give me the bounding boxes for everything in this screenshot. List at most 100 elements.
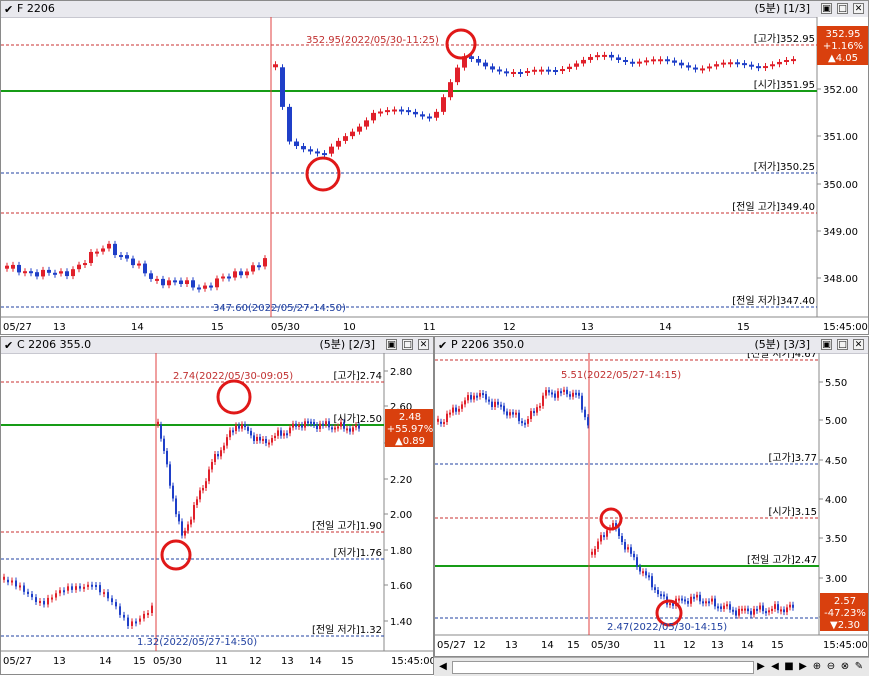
candle [27, 591, 29, 594]
candle [304, 421, 306, 428]
maximize-icon[interactable]: □ [402, 339, 413, 350]
settings-icon[interactable]: ▣ [386, 339, 397, 350]
candle [273, 64, 278, 68]
scroll-left-icon[interactable]: ◀ [439, 661, 447, 672]
candle [350, 131, 355, 137]
candle [203, 285, 207, 289]
settings-icon[interactable]: ▣ [821, 3, 832, 14]
y-tick-label: 3.50 [825, 534, 847, 545]
checkbox-icon[interactable]: ✔ [4, 339, 14, 352]
candle [91, 584, 93, 587]
zoom-reset-icon[interactable]: ⊗ [840, 661, 850, 672]
candle [735, 62, 740, 65]
settings-icon[interactable]: ▣ [821, 339, 832, 350]
candle [602, 54, 607, 57]
candle [301, 146, 306, 150]
tool-icon[interactable]: ✎ [854, 661, 864, 672]
reference-label: [시가]2.50 [334, 413, 382, 425]
candle [627, 547, 629, 550]
candle [115, 602, 117, 607]
candle [467, 395, 469, 401]
candle [720, 606, 722, 609]
y-tick-label: 2.20 [390, 475, 412, 486]
x-tick-label: 15 [737, 322, 750, 333]
candle [515, 412, 517, 415]
candle [448, 82, 453, 98]
candle [167, 280, 171, 286]
candle [238, 425, 240, 429]
candle [184, 530, 186, 536]
candle [11, 580, 13, 583]
put-option-chart[interactable]: 5.51(2022/05/27-14:15) 2.47(2022/05/30-1… [435, 353, 869, 657]
candle [603, 535, 605, 538]
candle [777, 61, 782, 65]
x-tick-label: 11 [215, 656, 228, 667]
candle [581, 59, 586, 64]
call-option-chart[interactable]: 2.74(2022/05/30-09:05) 1.32(2022/05/27-1… [1, 353, 434, 675]
candle [789, 604, 791, 608]
play-forward-icon[interactable]: ▶ [799, 661, 807, 672]
candle [119, 606, 121, 615]
reference-label: [전일 저가]1.32 [312, 624, 382, 636]
candle [378, 111, 383, 114]
candle [262, 438, 264, 441]
candle [215, 278, 219, 288]
close-icon[interactable]: ✕ [853, 339, 864, 350]
candle [702, 601, 704, 604]
highlight-circle [160, 539, 192, 571]
candle [600, 535, 602, 542]
candle [567, 66, 572, 70]
futures-chart[interactable]: 352.95(2022/05/30-11:25) 347.60(2022/05/… [1, 17, 869, 335]
candle [202, 488, 204, 491]
scroll-track[interactable] [452, 661, 754, 674]
candle [157, 421, 159, 425]
x-tick-label: 13 [53, 322, 66, 333]
checkbox-icon[interactable]: ✔ [4, 3, 14, 16]
candle [672, 603, 674, 606]
candle [173, 280, 177, 283]
candle [469, 56, 474, 59]
stop-icon[interactable]: ■ [784, 661, 794, 672]
candle [572, 392, 574, 397]
candle [639, 566, 641, 572]
zoom-out-icon[interactable]: ⊖ [826, 661, 836, 672]
y-tick-label: 4.50 [825, 456, 847, 467]
candle [458, 408, 460, 412]
close-icon[interactable]: ✕ [418, 339, 429, 350]
svg-text:2.48: 2.48 [399, 412, 421, 423]
candle [245, 271, 249, 276]
x-tick-label: 11 [423, 322, 436, 333]
x-tick-label: 13 [581, 322, 594, 333]
zoom-in-icon[interactable]: ⊕ [812, 661, 822, 672]
candle [125, 255, 129, 259]
candle [437, 418, 439, 422]
candle [569, 394, 571, 397]
candle [658, 59, 663, 62]
reference-label: [고가]3.77 [769, 452, 817, 464]
futures-title: F 2206 [17, 2, 55, 15]
candle [518, 71, 523, 74]
close-icon[interactable]: ✕ [853, 3, 864, 14]
candle [41, 269, 45, 277]
scroll-right-icon[interactable]: ▶ [757, 661, 765, 672]
candle [75, 586, 77, 590]
candle [250, 430, 252, 436]
play-back-icon[interactable]: ◀ [771, 661, 779, 672]
candle [244, 424, 246, 428]
maximize-icon[interactable]: □ [837, 339, 848, 350]
svg-text:▼2.30: ▼2.30 [830, 620, 860, 631]
x-tick-label: 15 [567, 640, 580, 651]
candle [539, 69, 544, 72]
candle [633, 553, 635, 558]
candle [749, 64, 754, 67]
chart-scrollbar[interactable]: ◀ ▶ ◀ ■ ▶ ⊕ ⊖ ⊗ ✎ [434, 657, 869, 676]
y-tick-label: 350.00 [823, 180, 858, 191]
price-badge: 352.95 +1.16% ▲4.05 [817, 26, 868, 65]
candle [747, 608, 749, 612]
svg-text:2.57: 2.57 [834, 596, 856, 607]
price-badge: 2.57 -47.23% ▼2.30 [820, 593, 868, 631]
maximize-icon[interactable]: □ [837, 3, 848, 14]
candle [497, 401, 499, 405]
checkbox-icon[interactable]: ✔ [438, 339, 448, 352]
candle [113, 243, 117, 256]
